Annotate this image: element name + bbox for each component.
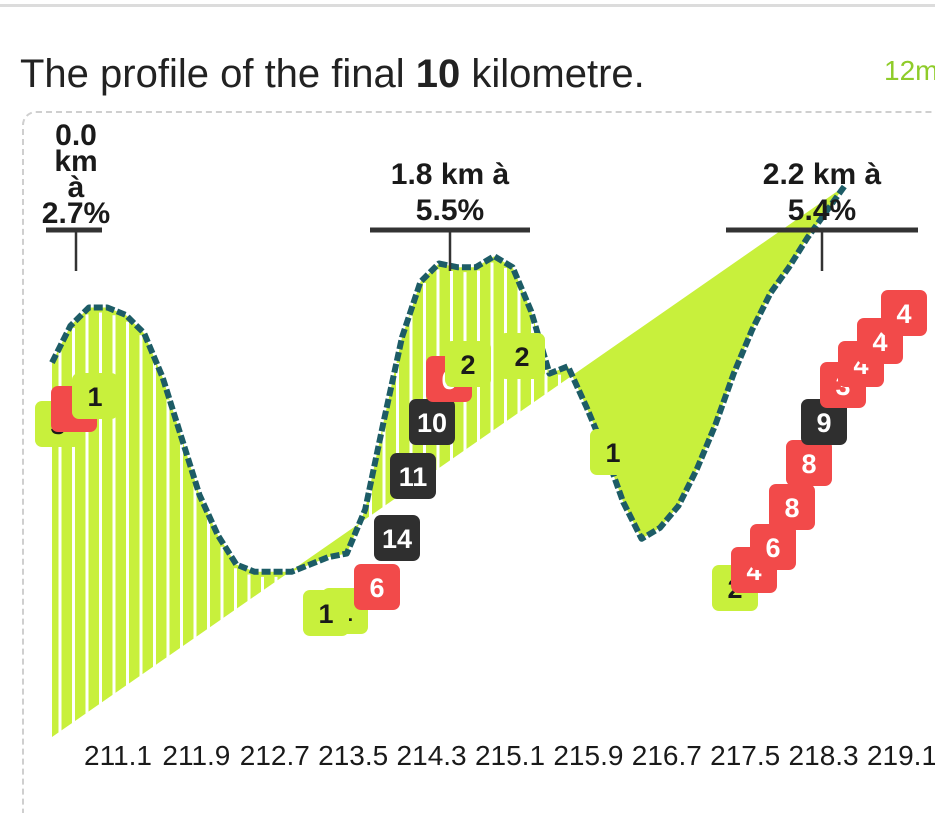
climb-labels-layer: 0.0 km à 2.7% 1.8 km à 5.5% 2.2 km à 5.4%: [42, 119, 918, 271]
profile-fill-layer: [52, 186, 845, 737]
marker-11: 2: [445, 341, 491, 387]
x-tick-label: 219.1: [867, 740, 935, 771]
climb-label-line: 5.5%: [416, 194, 484, 227]
height-tag: 12m: [884, 55, 935, 86]
marker-label: 14: [382, 524, 412, 554]
marker-box: [499, 333, 545, 379]
marker-12: 2: [499, 333, 545, 379]
x-tick-label: 214.3: [397, 740, 467, 771]
profile-line: [49, 184, 847, 575]
marker-box: [801, 399, 847, 445]
marker-box: [786, 440, 832, 486]
marker-19: 9: [801, 399, 847, 445]
marker-label: 10: [417, 408, 447, 438]
climb-label-line: 1.8 km à: [391, 158, 510, 191]
x-tick-labels-layer: 211.1 211.9 212.7 213.5 214.3 215.1 215.9 216.7…: [84, 740, 935, 771]
marker-box: [390, 453, 436, 499]
x-tick-label: 215.1: [475, 740, 545, 771]
marker-label: 2: [460, 350, 475, 380]
climb-label-line: 2.7%: [42, 197, 110, 230]
marker-box: [769, 484, 815, 530]
marker-label: 1: [87, 382, 102, 412]
title-prefix: The profile of the final: [20, 52, 416, 96]
x-tick-label: 212.7: [240, 740, 310, 771]
climb-label-2: 1.8 km à 5.5%: [391, 158, 510, 227]
profile-area: [52, 186, 845, 737]
marker-label: 11: [399, 462, 428, 492]
x-tick-label: 215.9: [553, 740, 623, 771]
marker-box: [881, 290, 927, 336]
profile-line-layer: [49, 184, 847, 575]
climb-label-line: 0.0: [55, 119, 97, 152]
climb-label-1: 0.0 km à 2.7%: [42, 119, 110, 230]
marker-8: 11: [390, 453, 436, 499]
x-tick-label: 217.5: [710, 740, 780, 771]
climb-label-line: km: [54, 145, 97, 178]
marker-16: 6: [750, 524, 796, 570]
x-tick-label: 213.5: [318, 740, 388, 771]
marker-box: [445, 341, 491, 387]
marker-box: [354, 564, 400, 610]
x-tick-label: 211.9: [162, 740, 230, 771]
marker-label: 8: [801, 449, 816, 479]
marker-13: 1: [590, 429, 636, 475]
page-title: The profile of the final 10 kilometre.: [20, 50, 645, 98]
marker-9: 10: [409, 399, 455, 445]
x-tick-label: 216.7: [632, 740, 702, 771]
climb-label-line: à: [68, 171, 85, 204]
marker-label: 6: [765, 533, 780, 563]
marker-18: 8: [786, 440, 832, 486]
marker-label: 6: [369, 573, 384, 603]
x-tick-label: 211.1: [84, 740, 152, 771]
marker-label: 2: [514, 342, 529, 372]
marker-box: [590, 429, 636, 475]
marker-17: 8: [769, 484, 815, 530]
marker-box: [303, 590, 349, 636]
marker-label: 1: [318, 599, 333, 629]
markers-layer: 3111614111062212468893444: [35, 290, 927, 636]
top-divider: [0, 4, 935, 7]
marker-box: [750, 524, 796, 570]
marker-6: 6: [354, 564, 400, 610]
climb-label-line: 5.4%: [788, 194, 856, 227]
climb-label-3: 2.2 km à 5.4%: [763, 158, 882, 227]
marker-box: [374, 515, 420, 561]
marker-label: 9: [816, 408, 831, 438]
marker-3: 1: [72, 373, 118, 419]
marker-5: 1: [303, 590, 349, 636]
x-tick-label: 218.3: [789, 740, 859, 771]
climb-label-line: 2.2 km à: [763, 158, 882, 191]
marker-7: 14: [374, 515, 420, 561]
marker-label: 4: [896, 299, 911, 329]
title-bold-number: 10: [415, 52, 461, 96]
marker-label: 8: [784, 493, 799, 523]
marker-label: 1: [605, 438, 620, 468]
marker-box: [409, 399, 455, 445]
marker-box: [72, 373, 118, 419]
marker-23: 4: [881, 290, 927, 336]
title-suffix: kilometre.: [460, 52, 645, 96]
